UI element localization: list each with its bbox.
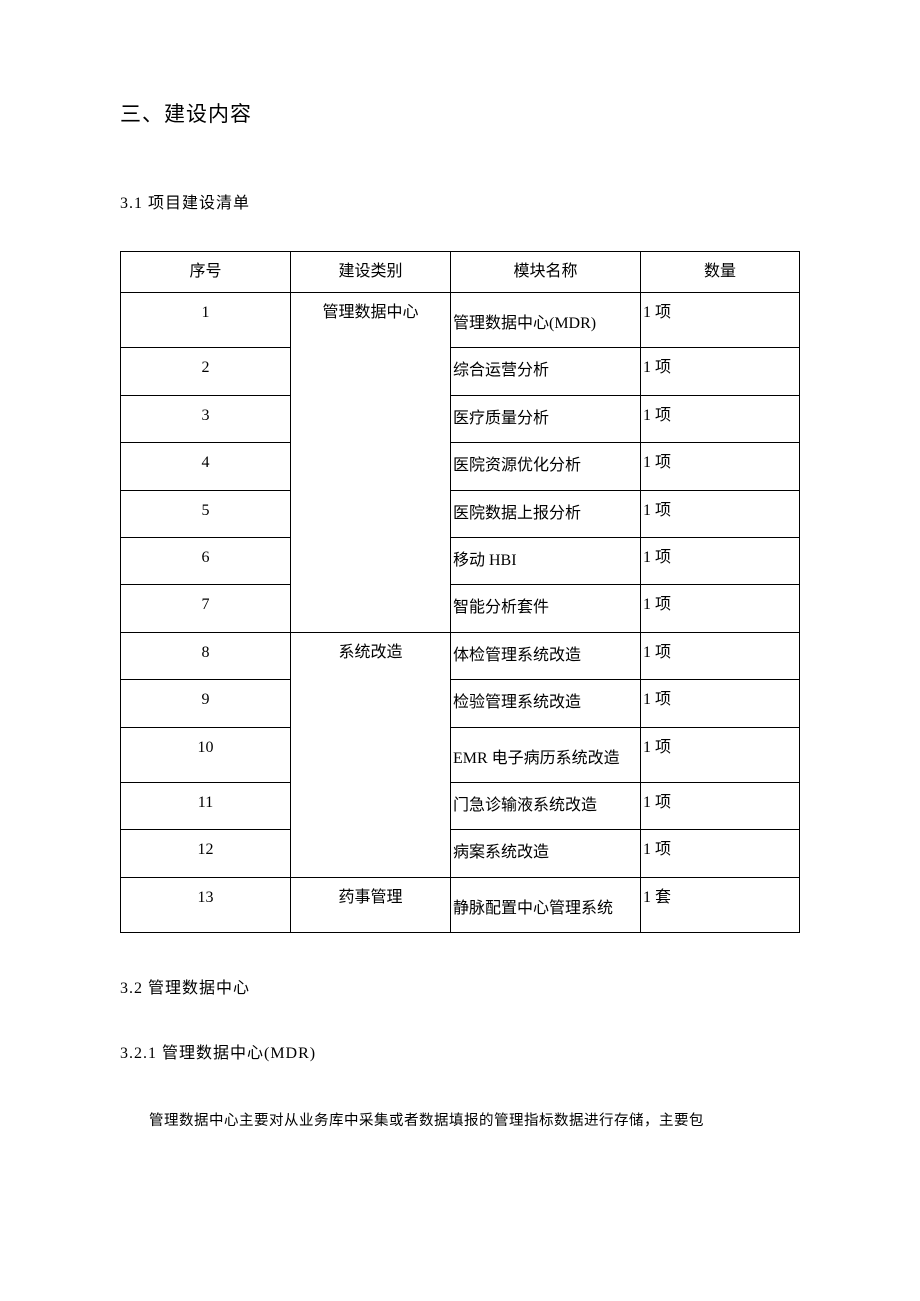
cell-module: 智能分析套件 (451, 585, 641, 632)
cell-module: EMR 电子病历系统改造 (451, 727, 641, 782)
table-row: 10 EMR 电子病历系统改造1 项 (121, 727, 800, 782)
cell-quantity: 1 项 (641, 727, 800, 782)
heading-level-1: 三、建设内容 (120, 90, 800, 138)
cell-module: 医疗质量分析 (451, 395, 641, 442)
cell-seq: 4 (121, 443, 291, 490)
project-checklist-table: 序号 建设类别 模块名称 数量 1管理数据中心管理数据中心(MDR)1 项2综合… (120, 251, 800, 933)
cell-quantity: 1 项 (641, 830, 800, 877)
cell-seq: 5 (121, 490, 291, 537)
cell-module: 体检管理系统改造 (451, 632, 641, 679)
cell-module: 门急诊输液系统改造 (451, 783, 641, 830)
cell-module: 医院数据上报分析 (451, 490, 641, 537)
cell-seq: 1 (121, 293, 291, 348)
cell-module: 静脉配置中心管理系统 (451, 877, 641, 932)
col-mod: 模块名称 (451, 252, 641, 293)
paragraph-text: 管理数据中心主要对从业务库中采集或者数据填报的管理指标数据进行存储，主要包 (120, 1107, 800, 1136)
cell-module: 病案系统改造 (451, 830, 641, 877)
cell-quantity: 1 项 (641, 348, 800, 395)
cell-seq: 13 (121, 877, 291, 932)
cell-quantity: 1 项 (641, 585, 800, 632)
cell-quantity: 1 项 (641, 783, 800, 830)
table-row: 6 移动 HBI1 项 (121, 538, 800, 585)
cell-seq: 3 (121, 395, 291, 442)
cell-seq: 7 (121, 585, 291, 632)
table-row: 9 检验管理系统改造1 项 (121, 680, 800, 727)
cell-seq: 10 (121, 727, 291, 782)
table-body: 1管理数据中心管理数据中心(MDR)1 项2综合运营分析1 项3医疗质量分析1 … (121, 293, 800, 933)
cell-quantity: 1 项 (641, 490, 800, 537)
table-row: 5 医院数据上报分析1 项 (121, 490, 800, 537)
table-row: 7 智能分析套件1 项 (121, 585, 800, 632)
cell-seq: 2 (121, 348, 291, 395)
cell-module: 综合运营分析 (451, 348, 641, 395)
table-row: 3 医疗质量分析1 项 (121, 395, 800, 442)
cell-seq: 9 (121, 680, 291, 727)
cell-seq: 11 (121, 783, 291, 830)
table-row: 11 门急诊输液系统改造1 项 (121, 783, 800, 830)
cell-quantity: 1 项 (641, 293, 800, 348)
col-qty: 数量 (641, 252, 800, 293)
cell-seq: 6 (121, 538, 291, 585)
table-row: 8系统改造体检管理系统改造1 项 (121, 632, 800, 679)
cell-quantity: 1 项 (641, 443, 800, 490)
cell-module: 移动 HBI (451, 538, 641, 585)
table-row: 1管理数据中心管理数据中心(MDR)1 项 (121, 293, 800, 348)
table-row: 4 医院资源优化分析1 项 (121, 443, 800, 490)
cell-category: 管理数据中心 (291, 293, 451, 633)
col-seq: 序号 (121, 252, 291, 293)
table-row: 13药事管理静脉配置中心管理系统1 套 (121, 877, 800, 932)
cell-quantity: 1 项 (641, 632, 800, 679)
cell-module: 管理数据中心(MDR) (451, 293, 641, 348)
cell-module: 医院资源优化分析 (451, 443, 641, 490)
cell-quantity: 1 项 (641, 395, 800, 442)
table-row: 12 病案系统改造1 项 (121, 830, 800, 877)
cell-category: 药事管理 (291, 877, 451, 932)
heading-section-3-1: 3.1 项目建设清单 (120, 186, 800, 223)
table-header-row: 序号 建设类别 模块名称 数量 (121, 252, 800, 293)
table-row: 2 综合运营分析1 项 (121, 348, 800, 395)
heading-section-3-2-1: 3.2.1 管理数据中心(MDR) (120, 1036, 800, 1073)
cell-seq: 8 (121, 632, 291, 679)
cell-category: 系统改造 (291, 632, 451, 877)
col-cat: 建设类别 (291, 252, 451, 293)
cell-seq: 12 (121, 830, 291, 877)
cell-quantity: 1 项 (641, 538, 800, 585)
cell-quantity: 1 项 (641, 680, 800, 727)
heading-section-3-2: 3.2 管理数据中心 (120, 971, 800, 1008)
cell-quantity: 1 套 (641, 877, 800, 932)
cell-module: 检验管理系统改造 (451, 680, 641, 727)
